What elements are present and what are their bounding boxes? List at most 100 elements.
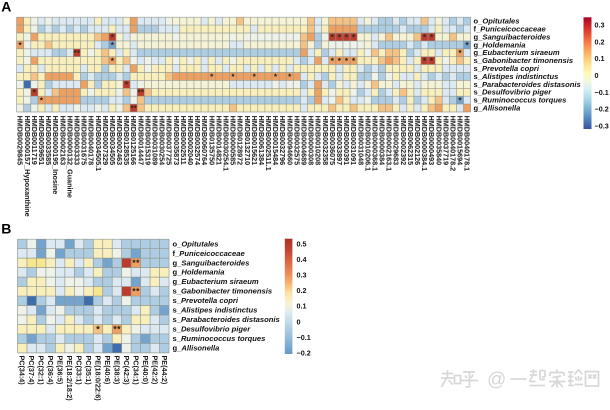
svg-text:HMDB0037719: HMDB0037719: [441, 116, 450, 166]
svg-text:g_Eubacterium siraeum: g_Eubacterium siraeum: [474, 48, 560, 57]
svg-text:g_Allisonella: g_Allisonella: [173, 344, 220, 353]
svg-text:0.3: 0.3: [297, 271, 307, 280]
svg-text:s_Gabonibacter timonensis: s_Gabonibacter timonensis: [474, 56, 574, 65]
svg-text:PC(34:4): PC(34:4): [18, 356, 27, 386]
svg-text:HMDB0031091: HMDB0031091: [349, 116, 358, 166]
svg-text:HMDB0000195_Inosine: HMDB0000195_Inosine: [51, 116, 60, 195]
svg-text:s_Parabacteroides distasonis: s_Parabacteroides distasonis: [474, 80, 581, 89]
svg-text:HMDB0062315: HMDB0062315: [406, 116, 415, 166]
svg-text:PE(36:5): PE(36:5): [56, 356, 65, 385]
svg-text:HMDB0000308: HMDB0000308: [307, 116, 316, 166]
svg-text:PC(42:3): PC(42:3): [122, 356, 131, 386]
svg-text:s_Prevotella copri: s_Prevotella copri: [474, 64, 540, 73]
svg-text:HMDB0059651: HMDB0059651: [37, 116, 46, 166]
svg-text:@: @: [487, 370, 506, 391]
svg-text:s_Ruminococcus torques: s_Ruminococcus torques: [173, 334, 266, 343]
svg-text:A: A: [1, 0, 11, 15]
svg-text:g_Holdemania: g_Holdemania: [173, 268, 225, 277]
svg-text:HMDB0094660: HMDB0094660: [285, 116, 294, 166]
svg-text:PE(38:3): PE(38:3): [112, 356, 121, 385]
svg-text:HMDB0061384: HMDB0061384: [257, 116, 266, 166]
svg-text:s_Alistipes indistinctus: s_Alistipes indistinctus: [474, 72, 559, 81]
svg-text:g_Sanguibacteroides: g_Sanguibacteroides: [173, 258, 250, 267]
svg-text:g_Holdemania: g_Holdemania: [474, 40, 526, 49]
svg-text:−0.1: −0.1: [595, 88, 609, 97]
svg-text:−0.3: −0.3: [595, 121, 609, 130]
svg-text:0.2: 0.2: [297, 286, 307, 295]
svg-text:o_Opitutales: o_Opitutales: [474, 17, 520, 26]
svg-text:HMDB0015484: HMDB0015484: [271, 116, 280, 166]
svg-text:s_Gabonibacter timonensis: s_Gabonibacter timonensis: [173, 287, 273, 296]
svg-text:HMDB0015319: HMDB0015319: [143, 116, 152, 166]
svg-text:s_Alistipes indistinctus: s_Alistipes indistinctus: [173, 306, 258, 315]
svg-text:PE(18:0/22:6): PE(18:0/22:6): [94, 356, 103, 402]
svg-text:HMDB0033585: HMDB0033585: [44, 116, 53, 166]
svg-text:o_Opitutales: o_Opitutales: [173, 239, 219, 248]
svg-text:HMDB0003333: HMDB0003333: [73, 116, 82, 166]
svg-text:HMDB0000585: HMDB0000585: [229, 116, 238, 166]
svg-text:HMDB0014821: HMDB0014821: [214, 116, 223, 166]
svg-text:HMDB0002463: HMDB0002463: [115, 116, 124, 166]
svg-text:HMDB0029845: HMDB0029845: [16, 116, 25, 166]
svg-text:s_Parabacteroides distasonis: s_Parabacteroides distasonis: [173, 315, 280, 324]
svg-text:HMDB0000368.1: HMDB0000368.1: [370, 116, 379, 172]
svg-text:PE(40:0): PE(40:0): [141, 356, 150, 385]
svg-text:−0.1: −0.1: [297, 333, 311, 342]
svg-text:PC(37:4): PC(37:4): [27, 356, 36, 386]
svg-text:HMDB0128535: HMDB0128535: [122, 116, 131, 166]
svg-text:PE(40:6): PE(40:6): [103, 356, 112, 385]
svg-text:HMDB0128972: HMDB0128972: [236, 116, 245, 166]
svg-text:HMDB0000384: HMDB0000384: [378, 116, 387, 166]
svg-text:0.1: 0.1: [297, 302, 307, 311]
svg-text:PC(32:1): PC(32:1): [37, 356, 46, 386]
svg-text:HMDB0002163: HMDB0002163: [58, 116, 67, 166]
svg-text:HMDB0000391: HMDB0000391: [342, 116, 351, 166]
svg-text:HMDB0000493: HMDB0000493: [427, 116, 436, 166]
svg-text:PC(35:1): PC(35:1): [84, 356, 93, 386]
svg-text:HMDB0000384.1: HMDB0000384.1: [420, 116, 429, 172]
svg-text:HMDB0015694: HMDB0015694: [456, 116, 465, 166]
svg-text:PC(34:1): PC(34:1): [131, 356, 140, 386]
svg-text:HMDB0032358: HMDB0032358: [321, 116, 330, 166]
svg-text:g_Allisonella: g_Allisonella: [474, 104, 521, 113]
svg-text:HMDB0002126: HMDB0002126: [413, 116, 422, 166]
svg-text:HMDB0029683: HMDB0029683: [392, 116, 401, 166]
svg-text:HMDB0034505.1: HMDB0034505.1: [94, 116, 103, 172]
svg-text:HMDB0031048: HMDB0031048: [356, 116, 365, 166]
svg-text:HMDB0031675: HMDB0031675: [80, 116, 89, 166]
svg-text:B: B: [1, 221, 11, 237]
svg-text:f_Puniceicoccaceae: f_Puniceicoccaceae: [474, 25, 547, 34]
svg-text:g_Eubacterium siraeum: g_Eubacterium siraeum: [173, 277, 259, 286]
svg-text:PE(42:2): PE(42:2): [150, 356, 159, 385]
svg-text:HMDB0002511.1: HMDB0002511.1: [264, 116, 273, 171]
svg-text:PE(18:2/18:2): PE(18:2/18:2): [65, 356, 74, 402]
svg-text:HMDB0002040: HMDB0002040: [186, 116, 195, 166]
svg-text:f_Puniceicoccaceae: f_Puniceicoccaceae: [173, 249, 246, 258]
svg-text:s_Prevotella copri: s_Prevotella copri: [173, 296, 239, 305]
svg-text:PC(33:1): PC(33:1): [75, 356, 84, 386]
svg-text:HMDB0040178.1: HMDB0040178.1: [463, 116, 472, 172]
svg-text:HMDB0135750: HMDB0135750: [207, 116, 216, 166]
svg-text:HMDB0032575: HMDB0032575: [292, 116, 301, 166]
svg-text:0: 0: [297, 317, 301, 326]
svg-text:HMDB0037725: HMDB0037725: [165, 116, 174, 166]
svg-text:HMDB0034505: HMDB0034505: [108, 116, 117, 166]
svg-text:0.4: 0.4: [297, 255, 307, 264]
svg-text:HMDB0132710: HMDB0132710: [243, 116, 252, 166]
svg-text:HMDB0036075: HMDB0036075: [328, 116, 337, 166]
svg-text:HMDB0007329: HMDB0007329: [101, 116, 110, 166]
svg-text:HMDB0030254.1: HMDB0030254.1: [221, 116, 230, 172]
svg-text:g_Sanguibacteroides: g_Sanguibacteroides: [474, 32, 551, 41]
svg-text:HMDB0060764: HMDB0060764: [200, 116, 209, 166]
svg-text:0.2: 0.2: [595, 37, 605, 46]
svg-text:HMDB0004689: HMDB0004689: [300, 116, 309, 166]
svg-text:−0.2: −0.2: [595, 105, 609, 114]
svg-text:s_Ruminococcus torques: s_Ruminococcus torques: [474, 96, 567, 105]
svg-text:HMDB0040178: HMDB0040178: [87, 116, 96, 166]
svg-text:s_Desulfovibrio piger: s_Desulfovibrio piger: [474, 88, 553, 97]
svg-text:HMDB0033897: HMDB0033897: [335, 116, 344, 166]
svg-text:HMDB0014447: HMDB0014447: [136, 116, 145, 166]
svg-text:HMDB0032796: HMDB0032796: [278, 116, 287, 166]
svg-text:HMDB0002511: HMDB0002511: [179, 116, 188, 165]
svg-text:HMDB0035873: HMDB0035873: [172, 116, 181, 166]
